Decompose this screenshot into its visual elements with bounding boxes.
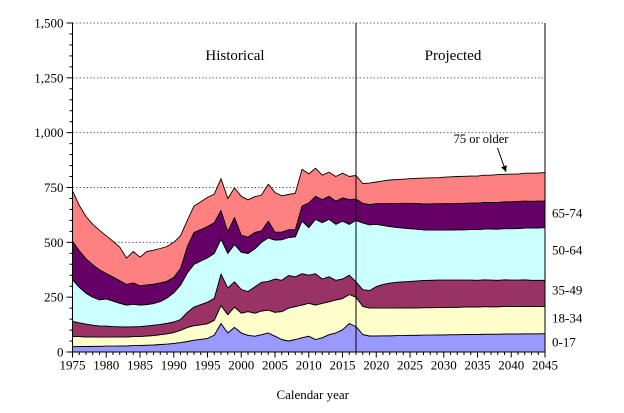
y-tick-label: 1,000 (34, 125, 63, 140)
annotation-projected: Projected (425, 48, 482, 64)
y-tick-label: 0 (57, 345, 64, 360)
y-tick-label: 750 (44, 180, 64, 195)
band-label-35-49: 35-49 (552, 282, 582, 297)
x-tick-label: 1995 (195, 358, 221, 373)
x-tick-label: 2015 (330, 358, 356, 373)
x-tick-label: 2005 (262, 358, 288, 373)
x-tick-label: 1980 (93, 358, 119, 373)
x-tick-label: 1990 (161, 358, 187, 373)
y-tick-label: 250 (44, 290, 64, 305)
annotation-historical: Historical (205, 48, 264, 64)
band-label-0-17: 0-17 (552, 335, 576, 350)
x-axis-title: Calendar year (276, 387, 349, 402)
y-tick-label: 1,500 (34, 16, 63, 31)
x-tick-label: 1985 (127, 358, 153, 373)
x-tick-label: 2000 (228, 358, 254, 373)
x-tick-label: 2020 (363, 358, 389, 373)
x-tick-label: 2025 (397, 358, 423, 373)
x-tick-label: 2010 (296, 358, 322, 373)
x-tick-label: 2035 (465, 358, 491, 373)
band-label-65-74: 65-74 (552, 205, 583, 220)
band-label-50-64: 50-64 (552, 243, 583, 258)
annotation-75-or-older: 75 or older (454, 132, 510, 146)
y-tick-label: 1,250 (34, 70, 63, 85)
y-tick-label: 500 (44, 235, 64, 250)
x-tick-label: 2040 (498, 358, 524, 373)
callout-arrow (497, 147, 507, 173)
x-tick-label: 2030 (431, 358, 457, 373)
x-tick-label: 1975 (60, 358, 86, 373)
band-label-18-34: 18-34 (552, 311, 583, 326)
x-tick-label: 2045 (532, 358, 558, 373)
